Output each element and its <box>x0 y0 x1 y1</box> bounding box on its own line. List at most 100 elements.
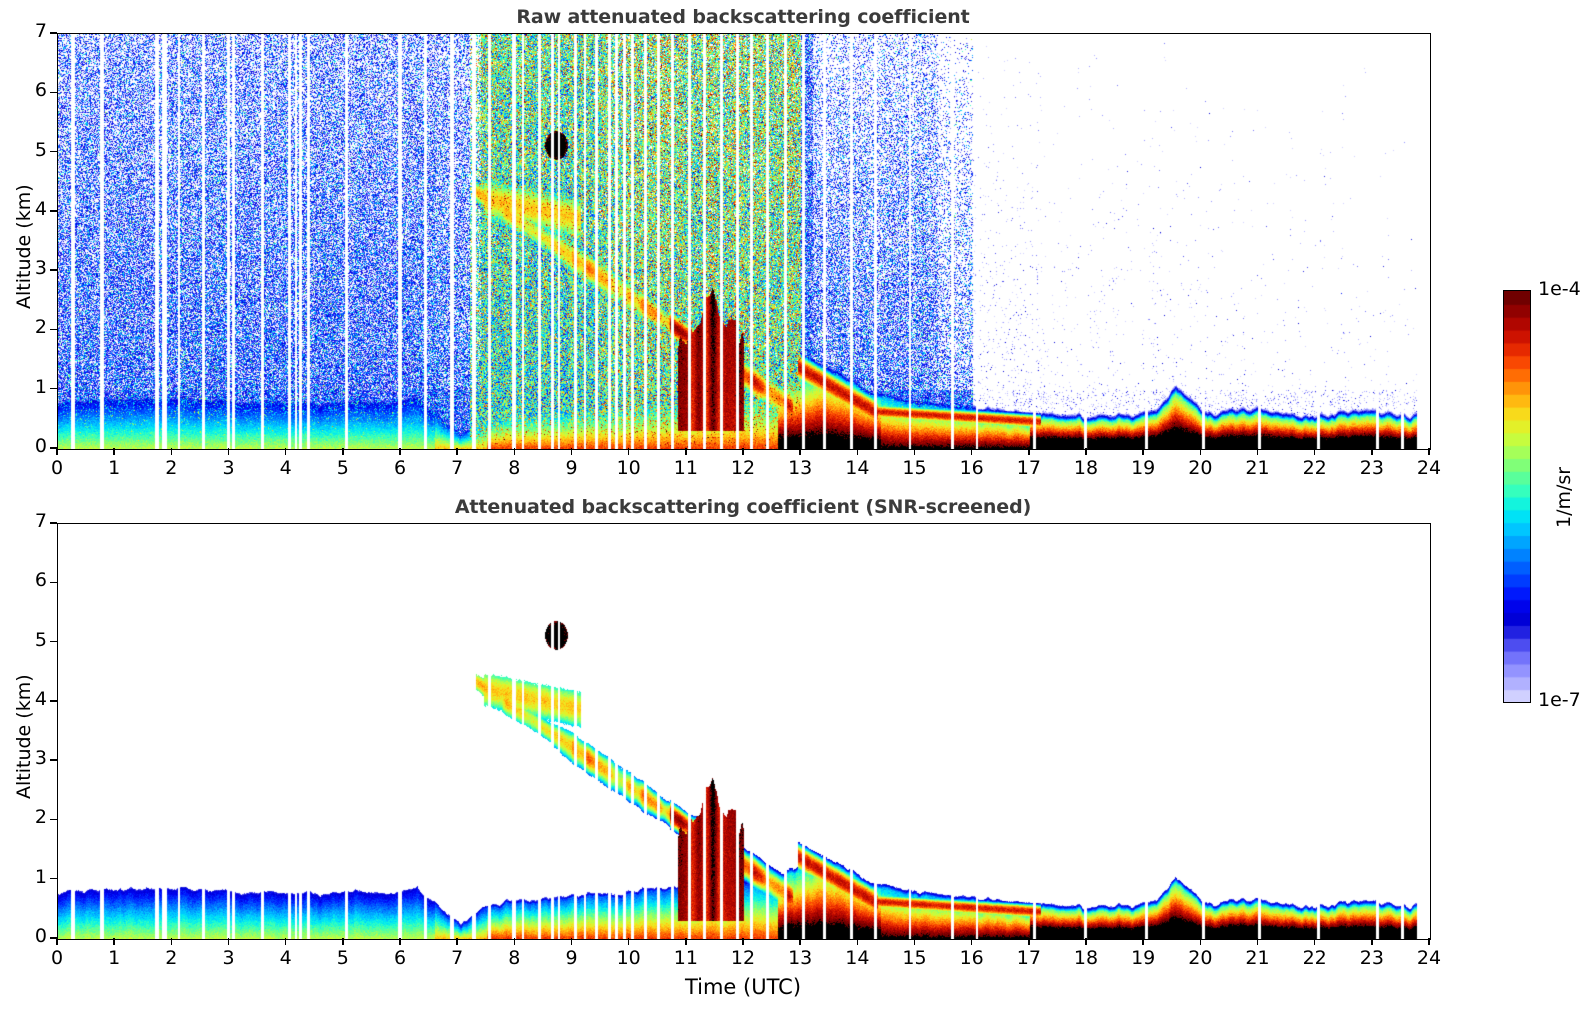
y-tick <box>50 700 57 702</box>
colorbar-gradient <box>1503 290 1531 703</box>
y-tick <box>50 640 57 643</box>
x-tick <box>970 938 973 945</box>
x-tick <box>227 938 230 945</box>
x-tick <box>1371 448 1373 455</box>
x-tick-label: 4 <box>279 947 292 969</box>
colorbar-unit-label: 1/m/sr <box>1553 466 1575 528</box>
x-tick <box>913 938 916 945</box>
panel-screened-heatmap <box>58 524 1430 939</box>
y-tick <box>50 328 57 331</box>
x-tick-label: 2 <box>165 457 178 479</box>
x-tick-label: 5 <box>336 457 349 479</box>
x-tick-label: 24 <box>1416 947 1442 969</box>
x-tick <box>1371 938 1373 945</box>
y-tick-label: 2 <box>34 316 47 339</box>
y-tick-label: 6 <box>34 569 47 592</box>
y-tick-label: 6 <box>34 79 47 102</box>
x-tick <box>1028 448 1030 455</box>
x-tick <box>399 448 401 455</box>
colorbar-min-label: 1e-7 <box>1538 689 1581 711</box>
y-tick <box>50 269 57 271</box>
x-tick-label: 9 <box>565 457 578 479</box>
x-tick-label: 16 <box>959 947 984 969</box>
x-tick <box>1028 938 1030 945</box>
x-tick <box>170 448 173 455</box>
x-tick-label: 23 <box>1359 947 1384 969</box>
x-tick <box>685 448 687 455</box>
x-tick <box>1256 448 1259 455</box>
x-tick-label: 8 <box>508 947 521 969</box>
x-tick <box>1313 448 1316 455</box>
x-tick-label: 15 <box>902 457 927 479</box>
y-tick <box>50 818 57 821</box>
x-tick <box>970 448 973 455</box>
x-tick-label: 2 <box>165 947 178 969</box>
x-tick-label: 24 <box>1416 457 1442 479</box>
x-tick <box>1199 938 1202 945</box>
x-tick-label: 13 <box>788 457 813 479</box>
x-tick <box>856 448 859 455</box>
x-tick <box>1199 448 1202 455</box>
x-tick-label: 17 <box>1016 457 1041 479</box>
x-tick <box>742 938 744 945</box>
x-tick <box>799 938 801 945</box>
x-tick <box>799 448 801 455</box>
y-tick-label: 5 <box>34 628 47 651</box>
x-tick-label: 18 <box>1073 457 1099 479</box>
x-tick-label: 19 <box>1131 947 1156 969</box>
x-tick-label: 12 <box>730 947 756 969</box>
x-tick-label: 9 <box>565 947 578 969</box>
panel-screened-axes <box>57 523 1431 940</box>
x-tick <box>685 938 687 945</box>
x-tick-label: 13 <box>788 947 813 969</box>
y-tick <box>50 32 57 34</box>
x-tick <box>570 938 573 945</box>
x-tick-label: 18 <box>1073 947 1099 969</box>
x-tick-label: 8 <box>508 457 521 479</box>
x-tick <box>1428 448 1430 455</box>
x-tick-label: 1 <box>108 947 121 969</box>
y-tick <box>50 91 57 93</box>
x-tick <box>456 938 458 945</box>
x-tick <box>742 448 744 455</box>
x-tick-label: 6 <box>393 947 407 969</box>
x-tick <box>113 938 115 945</box>
x-tick <box>570 448 573 455</box>
x-tick-label: 15 <box>902 947 927 969</box>
x-tick-label: 14 <box>845 947 870 969</box>
x-tick <box>227 448 230 455</box>
x-tick <box>1142 938 1144 945</box>
x-tick <box>1085 448 1087 455</box>
x-tick-label: 17 <box>1016 947 1041 969</box>
x-tick <box>284 448 287 455</box>
panel-raw-heatmap <box>58 34 1430 449</box>
x-tick <box>1428 938 1430 945</box>
x-tick-label: 21 <box>1245 457 1270 479</box>
x-tick <box>627 448 630 455</box>
x-tick-label: 20 <box>1188 947 1213 969</box>
y-tick-label: 3 <box>34 747 47 770</box>
x-tick <box>913 448 916 455</box>
y-tick-label: 4 <box>34 687 47 710</box>
x-tick-label: 1 <box>108 457 121 479</box>
x-tick-label: 10 <box>616 947 641 969</box>
x-tick-label: 4 <box>279 457 292 479</box>
x-tick-label: 5 <box>336 947 349 969</box>
x-tick <box>342 938 344 945</box>
y-tick <box>50 447 57 449</box>
x-tick-label: 0 <box>50 457 64 479</box>
panel-screened-xlabel: Time (UTC) <box>684 975 802 999</box>
x-tick-label: 21 <box>1245 947 1270 969</box>
y-tick-label: 0 <box>34 925 47 947</box>
x-tick <box>513 938 516 945</box>
x-tick <box>56 938 58 945</box>
y-tick <box>50 937 57 939</box>
x-tick-label: 23 <box>1359 457 1384 479</box>
y-tick-label: 4 <box>34 197 47 220</box>
x-tick-label: 14 <box>845 457 870 479</box>
y-tick <box>50 150 57 153</box>
x-tick <box>1142 448 1144 455</box>
y-tick <box>50 581 57 583</box>
panel-raw-axes <box>57 33 1431 450</box>
y-tick-label: 5 <box>34 138 47 161</box>
